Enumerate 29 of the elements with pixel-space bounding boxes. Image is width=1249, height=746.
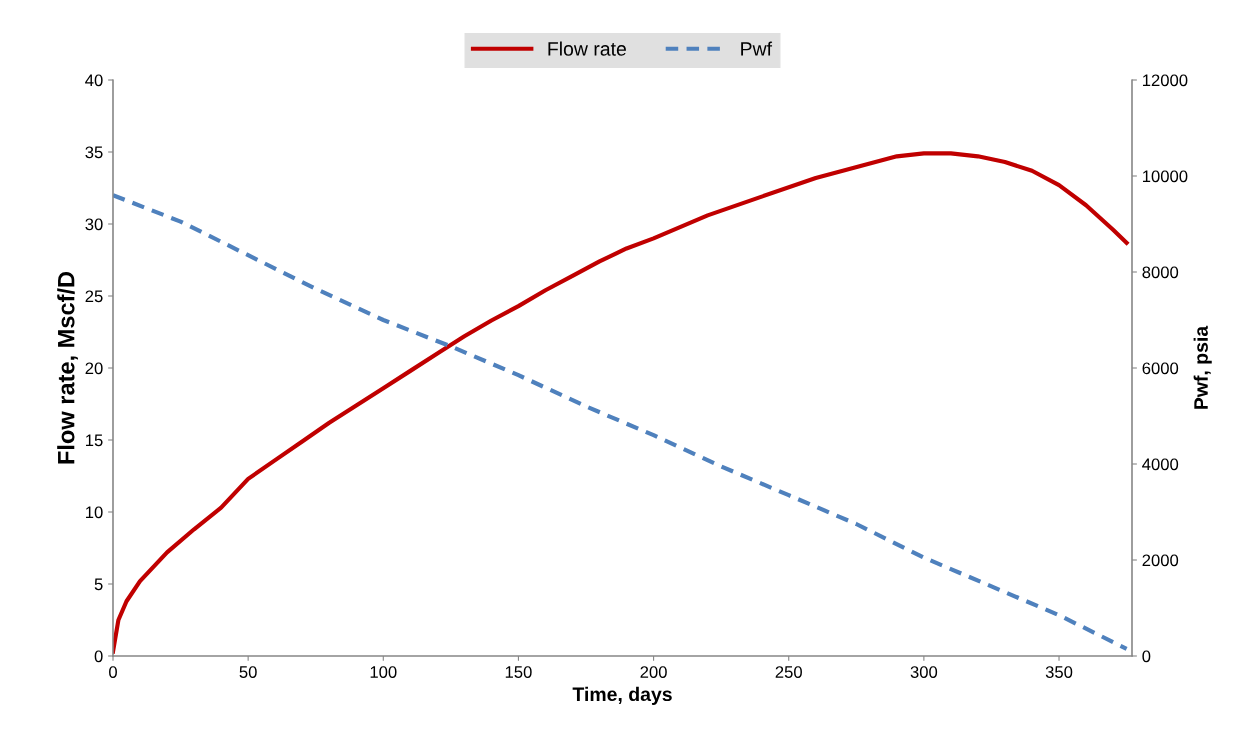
y2-tick-label: 2000: [1142, 554, 1179, 567]
y2-axis-title: Pwf, psia: [1193, 325, 1212, 409]
x-tick-label: 350: [1045, 666, 1073, 678]
y-tick-label: 40: [85, 74, 103, 87]
y2-tick-label: 6000: [1142, 362, 1179, 375]
x-tick-label: 50: [239, 666, 257, 678]
y-tick-label: 35: [85, 146, 103, 159]
y-tick-label: 15: [86, 434, 103, 447]
y2-tick-label: 12000: [1142, 74, 1188, 87]
y-tick-label: 30: [85, 218, 103, 231]
x-tick-label: 250: [775, 666, 802, 678]
y2-tick-label: 0: [1142, 650, 1151, 663]
x-tick-label: 150: [505, 666, 532, 678]
legend-label: Flow rate: [548, 41, 626, 56]
x-tick-label: 100: [370, 666, 397, 678]
legend-label: Pwf: [741, 41, 773, 56]
x-tick-label: 300: [910, 666, 938, 678]
x-axis-title: Time, days: [572, 686, 672, 705]
x-tick-label: 200: [640, 666, 667, 678]
y-tick-label: 0: [94, 650, 103, 663]
x-tick-label: 0: [109, 666, 117, 678]
y-tick-label: 10: [86, 506, 103, 519]
y-tick-label: 25: [85, 290, 103, 303]
y2-tick-label: 4000: [1142, 458, 1179, 471]
y-tick-label: 5: [94, 578, 103, 591]
y2-tick-label: 10000: [1142, 170, 1188, 183]
y2-tick-label: 8000: [1142, 266, 1179, 279]
y-tick-label: 20: [85, 362, 103, 375]
y-axis-title: Flow rate, Mscf/D: [57, 271, 78, 464]
